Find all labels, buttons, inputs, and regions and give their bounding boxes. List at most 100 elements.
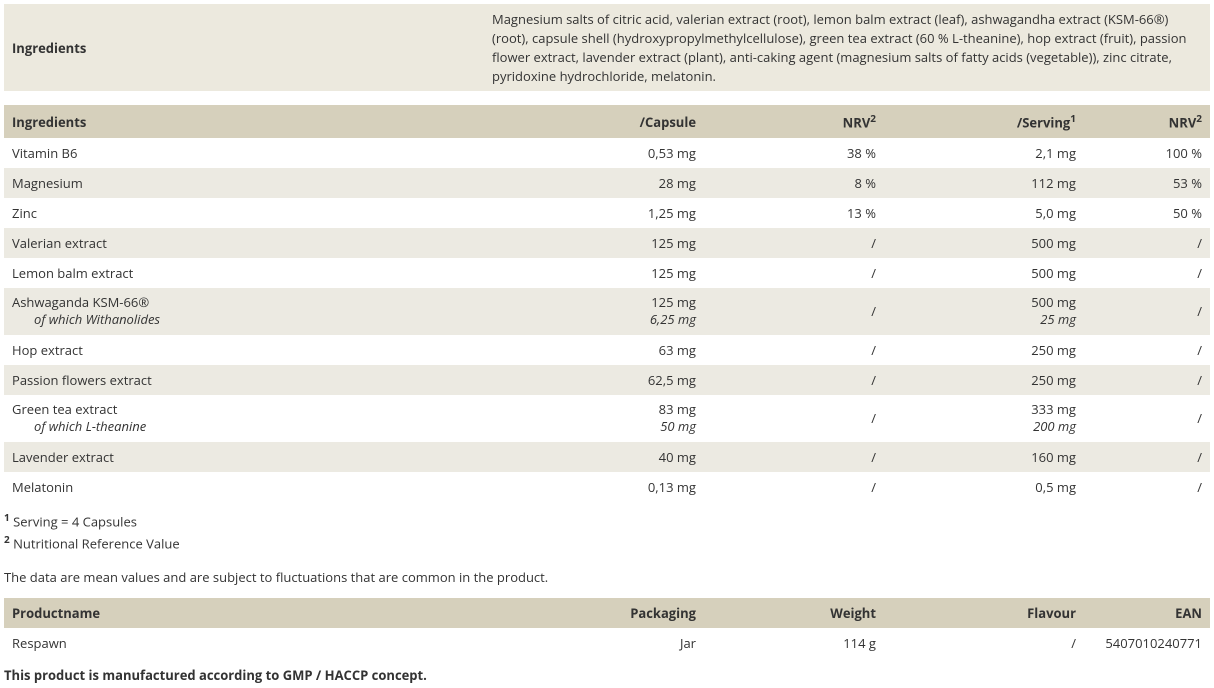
- header-serving-sup: 1: [1070, 111, 1076, 125]
- header-serving-text: /Serving: [1017, 114, 1070, 132]
- ingredient-name: Magnesium: [4, 168, 484, 198]
- product-weight: 114 g: [704, 628, 884, 658]
- nrv-capsule-value: 38 %: [704, 138, 884, 168]
- nrv-serving-value: /: [1084, 335, 1210, 365]
- table-row: Passion flowers extract62,5 mg/250 mg/: [4, 365, 1210, 395]
- per-capsule-value: 125 mg: [484, 228, 704, 258]
- nrv-capsule-value: /: [704, 395, 884, 442]
- ingredient-name: Hop extract: [4, 335, 484, 365]
- nrv-serving-value: 100 %: [1084, 138, 1210, 168]
- per-capsule-value: 125 mg6,25 mg: [484, 288, 704, 335]
- gmp-statement: This product is manufactured according t…: [4, 666, 1210, 684]
- per-capsule-subvalue: 6,25 mg: [492, 311, 696, 329]
- product-row: Respawn Jar 114 g / 5407010240771: [4, 628, 1210, 658]
- per-serving-subvalue: 25 mg: [892, 311, 1076, 329]
- nrv-serving-value: /: [1084, 442, 1210, 472]
- nrv-serving-value: 53 %: [1084, 168, 1210, 198]
- table-row: Lemon balm extract125 mg/500 mg/: [4, 258, 1210, 288]
- per-serving-value: 112 mg: [884, 168, 1084, 198]
- per-capsule-subvalue: 50 mg: [492, 418, 696, 436]
- per-capsule-value: 1,25 mg: [484, 198, 704, 228]
- nrv-capsule-value: 13 %: [704, 198, 884, 228]
- nrv-serving-value: /: [1084, 288, 1210, 335]
- header-ingredients: Ingredients: [4, 105, 484, 137]
- footnote-1-text: Serving = 4 Capsules: [10, 512, 137, 530]
- per-serving-value: 2,1 mg: [884, 138, 1084, 168]
- nrv-capsule-value: /: [704, 472, 884, 502]
- header-nrv-cap-text: NRV: [843, 114, 871, 132]
- product-name: Respawn: [4, 628, 484, 658]
- ingredient-name: Lemon balm extract: [4, 258, 484, 288]
- per-capsule-value: 63 mg: [484, 335, 704, 365]
- nrv-capsule-value: /: [704, 442, 884, 472]
- ingredient-name: Passion flowers extract: [4, 365, 484, 395]
- nrv-capsule-value: /: [704, 228, 884, 258]
- header-nrv-serving: NRV2: [1084, 105, 1210, 137]
- footnotes: 1 Serving = 4 Capsules 2 Nutritional Ref…: [4, 510, 1210, 554]
- footnote-2-text: Nutritional Reference Value: [10, 534, 180, 552]
- per-capsule-value: 0,13 mg: [484, 472, 704, 502]
- ingredients-text-block: Ingredients Magnesium salts of citric ac…: [4, 4, 1210, 91]
- nrv-capsule-value: /: [704, 288, 884, 335]
- header-nrv-capsule: NRV2: [704, 105, 884, 137]
- table-row: Valerian extract125 mg/500 mg/: [4, 228, 1210, 258]
- nrv-serving-value: 50 %: [1084, 198, 1210, 228]
- table-row: Ashwaganda KSM-66®of which Withanolides1…: [4, 288, 1210, 335]
- nrv-serving-value: /: [1084, 365, 1210, 395]
- per-serving-subvalue: 200 mg: [892, 418, 1076, 436]
- nutrients-header-row: Ingredients /Capsule NRV2 /Serving1 NRV2: [4, 105, 1210, 137]
- per-serving-value: 0,5 mg: [884, 472, 1084, 502]
- header-flavour: Flavour: [884, 598, 1084, 628]
- table-row: Melatonin0,13 mg/0,5 mg/: [4, 472, 1210, 502]
- nrv-serving-value: /: [1084, 472, 1210, 502]
- disclaimer-text: The data are mean values and are subject…: [4, 568, 1210, 586]
- footnote-2: 2 Nutritional Reference Value: [4, 532, 1210, 554]
- header-packaging: Packaging: [484, 598, 704, 628]
- header-per-serving: /Serving1: [884, 105, 1084, 137]
- header-nrv-serv-sup: 2: [1196, 111, 1202, 125]
- per-capsule-value: 28 mg: [484, 168, 704, 198]
- per-serving-value: 160 mg: [884, 442, 1084, 472]
- ingredients-label: Ingredients: [4, 4, 484, 91]
- ingredient-subline: of which L-theanine: [12, 418, 476, 436]
- ingredient-name: Ashwaganda KSM-66®of which Withanolides: [4, 288, 484, 335]
- per-serving-value: 250 mg: [884, 335, 1084, 365]
- product-header-row: Productname Packaging Weight Flavour EAN: [4, 598, 1210, 628]
- ingredient-name: Vitamin B6: [4, 138, 484, 168]
- per-serving-value: 500 mg: [884, 258, 1084, 288]
- product-table: Productname Packaging Weight Flavour EAN…: [4, 598, 1210, 658]
- per-capsule-value: 0,53 mg: [484, 138, 704, 168]
- table-row: Hop extract63 mg/250 mg/: [4, 335, 1210, 365]
- ingredient-name: Valerian extract: [4, 228, 484, 258]
- footnote-1: 1 Serving = 4 Capsules: [4, 510, 1210, 532]
- header-weight: Weight: [704, 598, 884, 628]
- per-serving-value: 500 mg25 mg: [884, 288, 1084, 335]
- table-row: Green tea extractof which L-theanine83 m…: [4, 395, 1210, 442]
- table-row: Magnesium28 mg8 %112 mg53 %: [4, 168, 1210, 198]
- nutrients-table: Ingredients /Capsule NRV2 /Serving1 NRV2…: [4, 105, 1210, 502]
- table-row: Lavender extract40 mg/160 mg/: [4, 442, 1210, 472]
- nrv-serving-value: /: [1084, 258, 1210, 288]
- ingredient-name: Zinc: [4, 198, 484, 228]
- ingredient-name: Melatonin: [4, 472, 484, 502]
- header-productname: Productname: [4, 598, 484, 628]
- header-nrv-cap-sup: 2: [870, 111, 876, 125]
- per-capsule-value: 125 mg: [484, 258, 704, 288]
- nrv-capsule-value: /: [704, 365, 884, 395]
- nrv-capsule-value: /: [704, 258, 884, 288]
- header-nrv-serv-text: NRV: [1169, 114, 1197, 132]
- table-row: Vitamin B60,53 mg38 %2,1 mg100 %: [4, 138, 1210, 168]
- header-per-capsule: /Capsule: [484, 105, 704, 137]
- nrv-capsule-value: 8 %: [704, 168, 884, 198]
- product-ean: 5407010240771: [1084, 628, 1210, 658]
- per-serving-value: 5,0 mg: [884, 198, 1084, 228]
- per-serving-value: 500 mg: [884, 228, 1084, 258]
- ingredient-subline: of which Withanolides: [12, 311, 476, 329]
- per-serving-value: 333 mg200 mg: [884, 395, 1084, 442]
- nrv-serving-value: /: [1084, 228, 1210, 258]
- ingredient-name: Green tea extractof which L-theanine: [4, 395, 484, 442]
- product-flavour: /: [884, 628, 1084, 658]
- ingredients-text: Magnesium salts of citric acid, valerian…: [484, 4, 1210, 91]
- per-serving-value: 250 mg: [884, 365, 1084, 395]
- header-ean: EAN: [1084, 598, 1210, 628]
